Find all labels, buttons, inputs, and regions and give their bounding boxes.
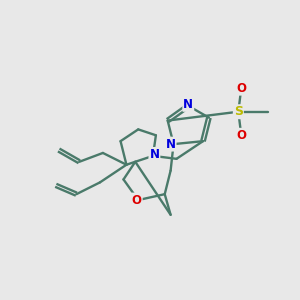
Text: S: S — [234, 105, 243, 118]
Text: N: N — [183, 98, 193, 111]
Text: O: O — [236, 82, 246, 95]
Text: N: N — [166, 138, 176, 151]
Text: O: O — [132, 194, 142, 207]
Text: N: N — [149, 148, 159, 161]
Text: O: O — [236, 129, 246, 142]
